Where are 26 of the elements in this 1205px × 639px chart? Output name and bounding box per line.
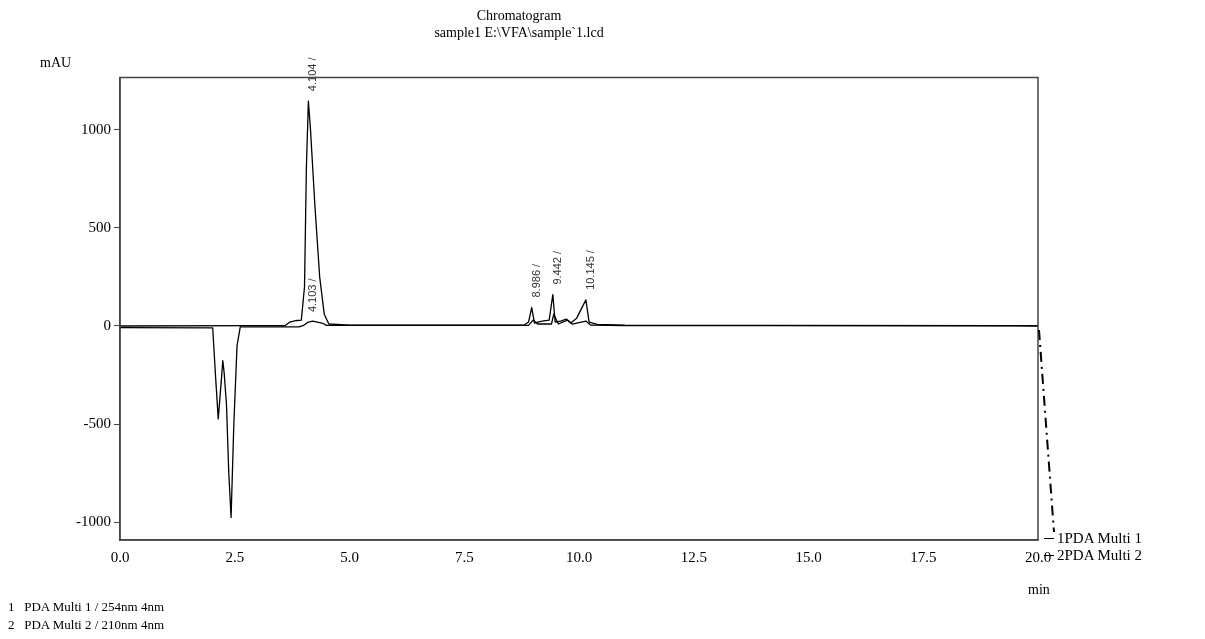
x-tick-label: 17.5 bbox=[910, 548, 937, 565]
annotation: 4.103 / bbox=[306, 277, 319, 313]
x-tick-label: 0.0 bbox=[110, 548, 130, 565]
annotation: 8.986 / bbox=[530, 262, 543, 298]
y-tick-label: 0 bbox=[103, 316, 111, 333]
chart-subtitle: sample1 E:\VFA\sample`1.lcd bbox=[434, 24, 604, 40]
x-tick-label: 7.5 bbox=[454, 548, 474, 565]
x-tick-label: 5.0 bbox=[340, 548, 359, 565]
x-axis-title: min bbox=[1028, 582, 1050, 598]
text: 2 PDA Multi 2 / 210nm 4nm bbox=[8, 617, 165, 632]
y-tick-label: -1000 bbox=[76, 513, 111, 530]
legend-label: 2PDA Multi 2 bbox=[1057, 547, 1143, 564]
x-tick-label: 10.0 bbox=[565, 548, 593, 565]
y-tick-label: 500 bbox=[88, 218, 111, 235]
legend-label: 1PDA Multi 1 bbox=[1057, 530, 1143, 547]
annotation: 10.145 / bbox=[583, 249, 596, 290]
x-tick-label: 2.5 bbox=[225, 548, 245, 565]
annotation: 9.442 / bbox=[551, 249, 564, 285]
x-tick-label: 12.5 bbox=[680, 548, 707, 565]
y-axis-title: mAU bbox=[40, 55, 72, 71]
y-tick-label: -500 bbox=[83, 415, 111, 432]
y-tick-label: 1000 bbox=[81, 120, 111, 137]
annotation: 4.104 / bbox=[306, 56, 319, 92]
chart-title: Chromatogram bbox=[476, 8, 562, 24]
text: 1 PDA Multi 1 / 254nm 4nm bbox=[8, 599, 165, 614]
x-tick-label: 15.0 bbox=[795, 548, 822, 565]
